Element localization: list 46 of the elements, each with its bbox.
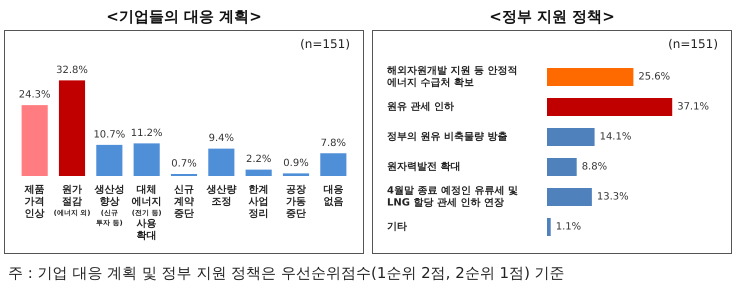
data-label: 24.3% <box>18 90 51 101</box>
y-tick-label: 해외자원개발 지원 등 안정적 에너지 수급처 확보 <box>387 66 518 88</box>
data-label: 13.3% <box>596 192 629 202</box>
bar <box>547 218 551 236</box>
x-tick-label: 생산량 조정 <box>205 184 236 208</box>
bar <box>547 68 634 86</box>
y-tick-label: 정부의 원유 비축물량 방출 <box>387 132 508 142</box>
bar <box>320 153 346 176</box>
text: (n=151) <box>668 37 718 51</box>
text: 주 : 기업 대응 계획 및 정부 지원 정책은 우선순위점수(1순위 2점, 2순위 1점) 기준 <box>8 264 565 283</box>
data-label: 0.9% <box>283 158 309 169</box>
y-tick-label: 4월말 종료 예정인 유류세 및 LNG 할당 관세 인하 연장 <box>387 186 518 208</box>
bar <box>547 158 577 176</box>
x-tick-label: 제품 가격 인상 <box>24 184 45 220</box>
bar <box>96 144 122 176</box>
data-label: 10.7% <box>93 129 126 140</box>
bar <box>208 148 234 176</box>
text: (n=151) <box>300 37 350 51</box>
x-tick-label: 신규 계약 중단 <box>174 184 194 220</box>
y-tick-label: 원유 관세 인하 <box>387 102 454 112</box>
x-tick-label: 공장 가동 중단 <box>286 184 306 220</box>
bar <box>246 170 272 176</box>
data-label: 0.7% <box>171 158 197 170</box>
data-label: 9.4% <box>208 133 234 144</box>
data-label: 32.8% <box>56 64 88 76</box>
bar <box>282 173 310 176</box>
bar <box>58 80 86 176</box>
data-label: 1.1% <box>556 222 582 232</box>
bar <box>134 143 160 176</box>
y-tick-label: 원자력발전 확대 <box>387 162 460 172</box>
chart-title: <정부 지원 정책> <box>489 8 615 26</box>
bar <box>547 188 592 206</box>
bar <box>547 128 595 146</box>
data-label: 7.8% <box>320 138 346 149</box>
bar <box>547 98 672 116</box>
chart-title: <기업들의 대응 계획> <box>106 8 262 26</box>
data-label: 2.2% <box>246 154 272 166</box>
x-tick-label: 대응 없음 <box>323 184 344 208</box>
data-label: 25.6% <box>638 72 670 82</box>
y-tick-label: 기타 <box>387 222 407 232</box>
data-label: 8.8% <box>582 162 608 172</box>
data-label: 37.1% <box>677 102 709 112</box>
bar <box>22 105 48 176</box>
x-tick-label: 한계 사업 정리 <box>248 184 269 220</box>
data-label: 11.2% <box>130 128 163 139</box>
data-label: 14.1% <box>600 132 632 142</box>
